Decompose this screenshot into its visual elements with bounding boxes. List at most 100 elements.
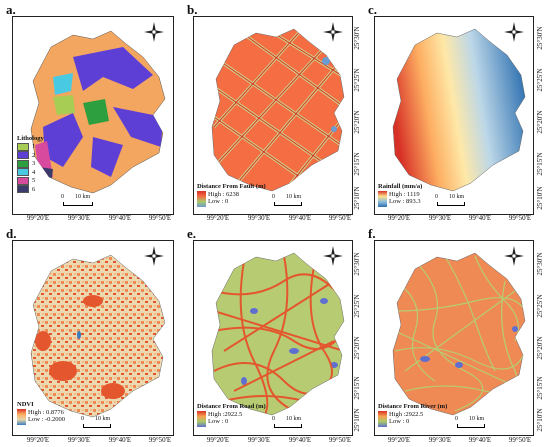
road-distance-map [211, 252, 345, 416]
x-tick: 99°40'E [288, 436, 312, 444]
map-frame: Rainfall (mm/a) High : 1119 Low : 893.3 … [374, 16, 534, 215]
legend-swatch [17, 176, 29, 185]
legend-label: 3 [32, 160, 36, 167]
x-tick: 99°50'E [148, 214, 172, 222]
fault-distance-map [211, 28, 345, 192]
lithology-unit-2 [113, 107, 163, 147]
x-tick: 99°20'E [26, 214, 50, 222]
legend-high: High :2922.5 [389, 410, 424, 418]
x-tick: 99°40'E [288, 214, 312, 222]
x-tick: 99°40'E [468, 214, 492, 222]
scale-bar [457, 424, 485, 428]
color-ramp [197, 190, 206, 207]
y-tick: 25°15'N [536, 152, 544, 176]
scale-bar [274, 202, 302, 206]
lithology-legend-item: 3 [17, 159, 44, 169]
legend-title: Distance From Road (m) [197, 403, 266, 410]
x-tick: 99°20'E [387, 436, 411, 444]
y-tick: 25°20'N [353, 110, 361, 134]
y-tick: 25°10'N [353, 186, 361, 210]
lithology-unit-2 [91, 137, 123, 177]
ndvi-high-patches [35, 295, 125, 399]
legend-label: 1 [32, 143, 36, 150]
x-tick: 99°50'E [148, 436, 172, 444]
lithology-unit-2 [73, 47, 153, 91]
panel-c-rainfall: c. Rainfall (mm/a) High : 1119 Low : [366, 0, 550, 223]
x-tick: 99°30'E [247, 436, 271, 444]
y-tick: 25°10'N [536, 186, 544, 210]
panel-letter: e. [187, 226, 197, 241]
x-tick: 99°30'E [428, 214, 452, 222]
map-frame: Distance From Road (m) High :2922.5 Low … [193, 240, 353, 436]
y-tick: 25°25'N [536, 294, 544, 318]
north-arrow-icon [322, 21, 344, 43]
y-tick: 25°20'N [536, 336, 544, 360]
y-tick: 25°20'N [353, 336, 361, 360]
scale-label: 10 km [95, 416, 111, 422]
scale-bar [83, 424, 111, 428]
legend-low: Low : -0.2000 [28, 416, 66, 423]
lithology-legend-item: 5 [17, 176, 44, 186]
scale-label: 10 km [286, 416, 302, 422]
panel-letter: c. [368, 2, 378, 17]
y-tick: 25°25'N [353, 68, 361, 92]
lithology-legend-item: 1 [17, 142, 44, 152]
x-tick: 99°40'E [108, 436, 132, 444]
x-tick: 99°20'E [26, 436, 50, 444]
rainfall-surface [392, 28, 526, 192]
scale-zero: 0 [272, 416, 275, 422]
x-tick: 99°30'E [67, 214, 91, 222]
x-tick: 99°40'E [108, 214, 132, 222]
color-ramp [17, 408, 26, 425]
river-base-area [392, 252, 526, 416]
panel-letter: f. [368, 226, 376, 241]
scale-zero: 0 [81, 416, 84, 422]
x-tick: 99°40'E [468, 436, 492, 444]
color-ramp [197, 410, 206, 427]
fault-far-zones [322, 57, 337, 132]
lithology-unit-2 [43, 113, 83, 167]
legend-low: Low : 0 [389, 418, 410, 425]
river-distance-map [392, 252, 526, 416]
north-arrow-icon [143, 21, 165, 43]
ndvi-map [30, 254, 166, 418]
legend-title: Lithology [17, 135, 44, 142]
color-ramp [378, 410, 387, 427]
panel-letter: a. [6, 2, 16, 17]
north-arrow-icon [503, 21, 525, 43]
legend-label: 4 [32, 168, 36, 176]
x-tick: 99°30'E [67, 436, 91, 444]
rainfall-legend: Rainfall (mm/a) High : 1119 Low : 893.3 [378, 183, 422, 207]
panel-d-ndvi: d. NDVI [0, 224, 183, 447]
y-tick: 25°25'N [536, 68, 544, 92]
scale-zero: 0 [455, 416, 458, 422]
scale-zero: 0 [61, 194, 64, 200]
legend-high: High :2922.5 [208, 410, 243, 418]
river-legend: Distance From River (m) High :2922.5 Low… [378, 403, 447, 427]
scale-label: 10 km [449, 194, 465, 200]
lithology-unit-4 [53, 73, 73, 95]
road-legend: Distance From Road (m) High :2922.5 Low … [197, 403, 266, 427]
legend-title: Distance From River (m) [378, 403, 448, 410]
y-tick: 25°10'N [353, 408, 361, 432]
legend-title: Rainfall (mm/a) [378, 183, 423, 190]
legend-high: High : 6238 [208, 190, 240, 198]
panel-f-river: f. Distance From River (m) [366, 224, 550, 447]
x-tick: 99°50'E [328, 214, 352, 222]
panel-letter: b. [187, 2, 198, 17]
road-far-zones [241, 298, 338, 385]
x-tick: 99°30'E [428, 436, 452, 444]
x-tick: 99°50'E [328, 436, 352, 444]
x-tick: 99°30'E [247, 214, 271, 222]
legend-label: 6 [32, 185, 36, 193]
scale-bar [63, 202, 93, 206]
legend-label: 5 [32, 177, 36, 184]
y-tick: 25°15'N [536, 376, 544, 400]
legend-swatch [17, 151, 29, 160]
y-tick: 25°20'N [536, 110, 544, 134]
ndvi-low-patches [77, 331, 81, 339]
map-frame: NDVI High : 0.8776 Low : -0.2000 0 10 km [12, 240, 174, 436]
